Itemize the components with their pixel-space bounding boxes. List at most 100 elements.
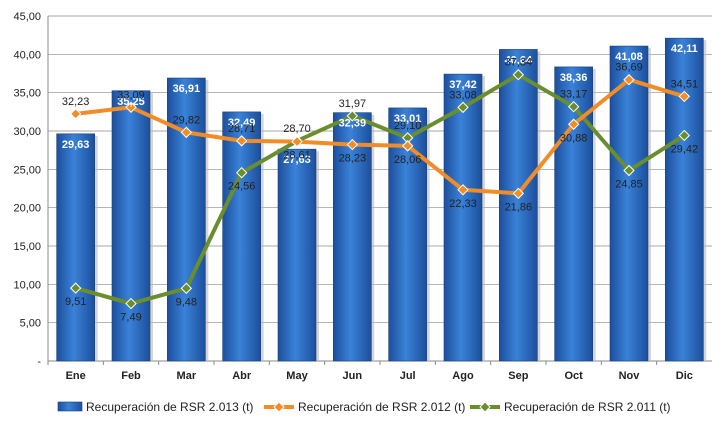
line-data-label-2012: 36,69 — [615, 62, 643, 74]
line-data-label-2011: 33,08 — [449, 89, 477, 101]
legend-marker — [479, 401, 491, 413]
line-data-label-2012: 29,82 — [173, 114, 201, 126]
line-data-label-2012: 28,23 — [339, 153, 367, 165]
line-series — [69, 69, 691, 310]
point-2011 — [346, 110, 359, 122]
point-2011 — [180, 282, 193, 295]
line-data-label-2011: 9,48 — [176, 296, 197, 308]
x-tick-label: Mar — [177, 370, 197, 382]
bar-data-label: 38,36 — [560, 72, 588, 84]
bar-data-label: 33,01 — [394, 113, 422, 125]
x-tick-label: Feb — [121, 370, 141, 382]
bar-feb — [111, 90, 151, 362]
line-data-label-2011: 33,17 — [560, 89, 588, 101]
line-2012 — [75, 77, 685, 196]
line-data-label-2011: 9,51 — [65, 296, 86, 308]
legend-item-2011: Recuperación de RSR 2.011 (t) — [470, 400, 671, 414]
bar-data-label: 40,64 — [505, 54, 533, 66]
point-2011 — [567, 100, 580, 113]
bar-data-label: 42,11 — [671, 43, 698, 55]
bar-ago — [443, 73, 483, 362]
point-2012 — [401, 140, 414, 152]
line-data-label-2011: 29,10 — [394, 120, 422, 132]
x-tick-label: Sep — [508, 370, 528, 382]
legend-item-2013: Recuperación de RSR 2.013 (t) — [57, 400, 253, 414]
legend-label: Recuperación de RSR 2.013 (t) — [86, 400, 253, 414]
x-tick-label: Nov — [619, 370, 641, 382]
line-data-label-2012: 22,33 — [449, 198, 477, 210]
legend-swatch — [57, 401, 83, 412]
x-tick-label: Dic — [676, 370, 693, 382]
line-data-label-2012: 21,86 — [505, 201, 533, 213]
bar-data-label: 27,63 — [283, 154, 311, 166]
line-data-label-2012: 30,88 — [560, 132, 588, 144]
bar-data-label: 29,63 — [62, 139, 90, 151]
y-tick-label: 35,00 — [13, 88, 41, 100]
line-data-label-2012: 34,51 — [671, 78, 699, 90]
legend: Recuperación de RSR 2.013 (t) Recuperació… — [57, 400, 671, 414]
line-data-label-2012: 28,71 — [228, 123, 256, 135]
x-tick-label: Ago — [452, 370, 474, 382]
line-data-label-2011: 28,70 — [283, 123, 311, 135]
legend-marker — [273, 401, 285, 413]
bar-nov — [609, 45, 649, 362]
y-tick-label: 10,00 — [13, 279, 41, 291]
x-tick-label: May — [286, 370, 308, 382]
point-2011 — [623, 164, 635, 177]
point-2012 — [512, 187, 525, 200]
y-tick-label: 25,00 — [13, 164, 41, 176]
point-2012 — [69, 108, 82, 120]
point-2011 — [512, 69, 525, 81]
point-2011 — [125, 297, 137, 310]
x-tick-label: Ene — [66, 370, 86, 382]
y-tick-label: 45,00 — [13, 11, 41, 23]
y-tick-label: 20,00 — [13, 203, 41, 215]
y-tick-label: 5,00 — [20, 318, 41, 330]
bar-data-label: 32,39 — [339, 118, 367, 130]
point-2012 — [235, 135, 248, 147]
y-tick-label: 15,00 — [13, 241, 41, 253]
point-2012 — [180, 126, 193, 139]
point-2012 — [457, 184, 469, 196]
point-2011 — [457, 101, 469, 114]
x-tick-label: Oct — [564, 370, 583, 382]
point-2012 — [346, 138, 359, 151]
bar-data-label: 37,42 — [449, 79, 477, 91]
point-2012 — [291, 135, 303, 148]
line-data-label-2011: 37,34 — [505, 57, 533, 69]
bar-data-label: 32,49 — [228, 117, 256, 129]
bar-may — [277, 148, 317, 362]
legend-item-2012: Recuperación de RSR 2.012 (t) — [264, 400, 465, 414]
x-tick-label: Abr — [232, 370, 252, 382]
point-2012 — [678, 90, 691, 103]
line-data-label-2011: 29,42 — [671, 143, 699, 155]
point-2011 — [69, 282, 82, 294]
x-tick-label: Jun — [343, 370, 363, 382]
bar-data-label: 41,08 — [615, 51, 643, 63]
line-data-label-2012: 32,23 — [62, 96, 90, 108]
line-data-label-2011: 24,56 — [228, 181, 256, 193]
line-data-label-2011: 24,85 — [615, 178, 643, 190]
data-labels: 29,63 35,25 36,91 32,49 27,63 32,39 33,01 37,42… — [62, 43, 698, 323]
line-data-label-2012: 28,06 — [394, 154, 422, 166]
x-tick-label: Jul — [400, 370, 416, 382]
bar-abr — [222, 111, 261, 362]
y-tick-label: 30,00 — [13, 126, 41, 138]
bar-ene — [56, 133, 95, 362]
y-tick-label: - — [37, 356, 41, 368]
line-data-label-2011: 7,49 — [120, 312, 141, 324]
bar-jun — [333, 112, 372, 362]
line-data-label-2012: 33,09 — [117, 89, 145, 101]
point-2011 — [678, 129, 691, 142]
point-2011 — [235, 166, 248, 179]
gridlines — [48, 15, 712, 324]
point-2012 — [623, 74, 635, 86]
bar-data-label: 36,91 — [173, 83, 201, 95]
line-data-label-2011: 31,97 — [339, 98, 367, 110]
bar-data-label: 35,25 — [117, 96, 145, 108]
point-2012 — [125, 101, 137, 114]
legend-label: Recuperación de RSR 2.012 (t) — [298, 400, 465, 414]
bar-sep — [499, 49, 538, 362]
legend-label: Recuperación de RSR 2.011 (t) — [504, 400, 671, 414]
